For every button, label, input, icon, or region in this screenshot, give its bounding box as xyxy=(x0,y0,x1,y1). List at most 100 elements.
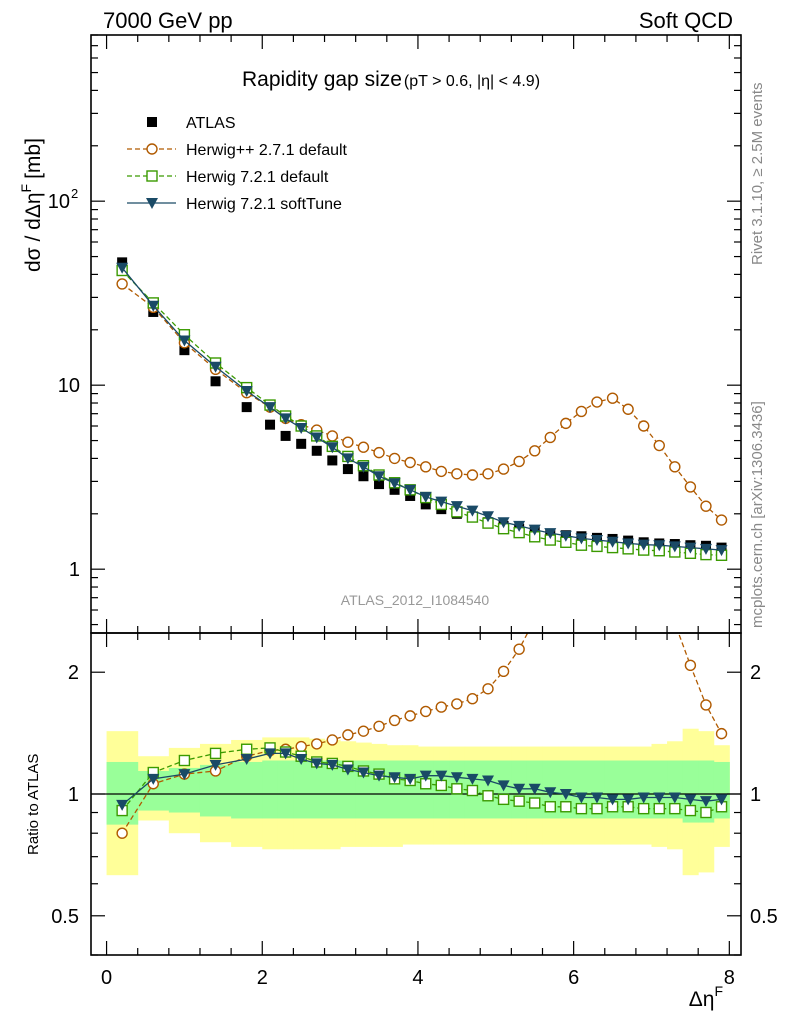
main-y-axis-label: dσ / dΔηF[mb] xyxy=(18,138,45,272)
ratio-point-herwig-7-2-1-softtune xyxy=(699,796,712,808)
main-point-herwig-2-7-1-default xyxy=(575,405,588,418)
main-plot-series xyxy=(116,257,728,561)
main-point-herwig-2-7-1-default xyxy=(373,446,385,459)
main-point-herwig-2-7-1-default xyxy=(700,500,712,512)
main-point-atlas xyxy=(179,345,190,356)
legend-item-herwig-7-2-1-softtune: Herwig 7.2.1 softTune xyxy=(127,196,342,213)
ratio-point-herwig-7-2-1-softtune xyxy=(373,770,386,782)
ratio-point-herwig-2-7-1-default xyxy=(530,614,540,624)
legend-marker xyxy=(146,143,158,155)
ratio-point-herwig-2-7-1-default xyxy=(451,698,463,710)
ratio-point-herwig-7-2-1-softtune xyxy=(575,792,588,804)
main-point-atlas xyxy=(296,438,307,449)
band-inner-bin xyxy=(402,760,419,819)
main-point-herwig-2-7-1-default xyxy=(669,461,681,473)
ratio-point-herwig-7-2-1-default xyxy=(575,802,588,815)
legend-label: Herwig 7.2.1 softTune xyxy=(186,196,342,213)
plot-title: Rapidity gap size (pT > 0.6, |η| < 4.9) xyxy=(242,68,540,91)
main-point-herwig-2-7-1-default xyxy=(482,468,494,480)
main-point-herwig-2-7-1-default xyxy=(560,417,572,430)
main-point-herwig-7-2-1-softtune xyxy=(544,528,557,540)
ratio-point-herwig-7-2-1-softtune xyxy=(264,748,277,760)
main-point-herwig-7-2-1-softtune xyxy=(653,540,666,552)
main-point-herwig-7-2-1-softtune xyxy=(513,520,526,532)
ratio-point-herwig-7-2-1-softtune xyxy=(310,758,323,770)
axis-ticks xyxy=(91,34,741,956)
main-point-herwig-7-2-1-softtune xyxy=(699,543,712,555)
main-point-herwig-7-2-1-softtune xyxy=(575,533,588,545)
main-point-atlas xyxy=(327,455,338,466)
analysis-watermark: ATLAS_2012_I1084540 xyxy=(341,592,490,608)
main-point-herwig-2-7-1-default xyxy=(544,431,556,444)
ratio-point-herwig-7-2-1-softtune xyxy=(209,759,222,771)
ratio-point-herwig-2-7-1-default xyxy=(404,710,416,722)
main-point-herwig-7-2-1-softtune xyxy=(116,262,129,274)
ratio-point-herwig-7-2-1-softtune xyxy=(715,794,728,806)
main-point-herwig-2-7-1-default xyxy=(497,463,510,475)
ratio-point-herwig-7-2-1-softtune xyxy=(147,773,160,785)
main-point-herwig-7-2-1-softtune xyxy=(606,536,619,548)
ratio-point-herwig-7-2-1-softtune xyxy=(497,780,510,792)
ratio-point-herwig-7-2-1-default xyxy=(591,802,603,815)
ratio-point-herwig-7-2-1-default xyxy=(560,801,572,813)
main-point-herwig-7-2-1-softtune xyxy=(450,501,463,513)
main-point-herwig-7-2-1-softtune xyxy=(590,535,603,547)
main-point-herwig-7-2-1-softtune xyxy=(178,335,191,347)
header-left: 7000 GeV pp xyxy=(103,8,233,33)
ratio-point-herwig-7-2-1-default xyxy=(240,743,253,755)
main-point-herwig-7-2-1-softtune xyxy=(622,538,635,550)
ratio-point-herwig-7-2-1-softtune xyxy=(450,772,463,784)
main-point-herwig-7-2-1-softtune xyxy=(528,524,541,536)
ratio-point-herwig-7-2-1-softtune xyxy=(622,794,635,806)
ratio-point-herwig-2-7-1-default xyxy=(684,659,697,672)
ratio-y-axis-label: Ratio to ATLAS xyxy=(25,754,42,855)
main-point-herwig-2-7-1-default xyxy=(466,469,479,481)
ratio-point-herwig-2-7-1-default xyxy=(654,574,664,584)
legend-label: ATLAS xyxy=(186,115,236,132)
ratio-point-herwig-7-2-1-default xyxy=(653,802,665,815)
ratio-point-herwig-7-2-1-softtune xyxy=(544,787,557,799)
ratio-point-herwig-7-2-1-default xyxy=(669,802,681,815)
main-point-herwig-2-7-1-default xyxy=(622,403,634,415)
ratio-point-herwig-2-7-1-default xyxy=(357,725,370,737)
main-point-herwig-7-2-1-softtune xyxy=(466,505,479,517)
main-point-herwig-7-2-1-softtune xyxy=(295,423,308,435)
ratio-point-herwig-2-7-1-default xyxy=(435,701,447,713)
main-point-atlas xyxy=(265,419,276,430)
main-point-herwig-7-2-1-softtune xyxy=(147,300,160,312)
ratio-point-herwig-2-7-1-default xyxy=(545,579,555,589)
main-line-herwig-2-7-1-default xyxy=(121,283,722,521)
main-point-herwig-2-7-1-default xyxy=(326,430,339,442)
main-point-herwig-2-7-1-default xyxy=(591,396,603,408)
ratio-point-herwig-7-2-1-default xyxy=(435,779,447,792)
ratio-point-herwig-7-2-1-default xyxy=(451,783,463,795)
band-inner-bin xyxy=(293,760,310,819)
main-point-herwig-2-7-1-default xyxy=(684,481,697,493)
ratio-point-herwig-2-7-1-default xyxy=(608,480,618,490)
legend-label: Herwig++ 2.7.1 default xyxy=(186,142,348,159)
main-point-atlas xyxy=(117,257,128,268)
ratio-point-herwig-2-7-1-default xyxy=(623,499,633,509)
ratio-y-tick-label-left: 0.5 xyxy=(51,906,79,928)
ratio-point-herwig-7-2-1-default xyxy=(466,784,479,797)
ratio-point-herwig-7-2-1-default xyxy=(529,797,541,809)
ratio-point-herwig-7-2-1-default xyxy=(700,806,712,819)
ratio-point-herwig-7-2-1-softtune xyxy=(559,789,572,800)
x-axis-label: ΔηF xyxy=(689,983,723,1011)
band-inner-bin xyxy=(480,760,497,819)
ratio-point-herwig-2-7-1-default xyxy=(116,827,128,839)
band-inner-bin xyxy=(324,760,341,819)
main-point-herwig-2-7-1-default xyxy=(420,461,432,473)
main-point-herwig-7-2-1-softtune xyxy=(404,484,417,496)
ratio-point-herwig-7-2-1-softtune xyxy=(637,792,650,804)
ratio-series-herwig-7-2-1-softtune xyxy=(116,748,728,811)
main-point-herwig-2-7-1-default xyxy=(529,445,541,457)
ratio-point-herwig-7-2-1-softtune xyxy=(178,769,191,781)
band-inner-bin xyxy=(386,760,403,819)
legend-item-herwig-7-2-1-default: Herwig 7.2.1 default xyxy=(127,169,329,186)
main-point-herwig-7-2-1-softtune xyxy=(637,539,650,551)
ratio-point-herwig-2-7-1-default xyxy=(497,665,510,678)
main-point-atlas xyxy=(358,471,369,482)
main-point-herwig-2-7-1-default xyxy=(404,456,416,469)
main-point-herwig-2-7-1-default xyxy=(342,436,354,448)
